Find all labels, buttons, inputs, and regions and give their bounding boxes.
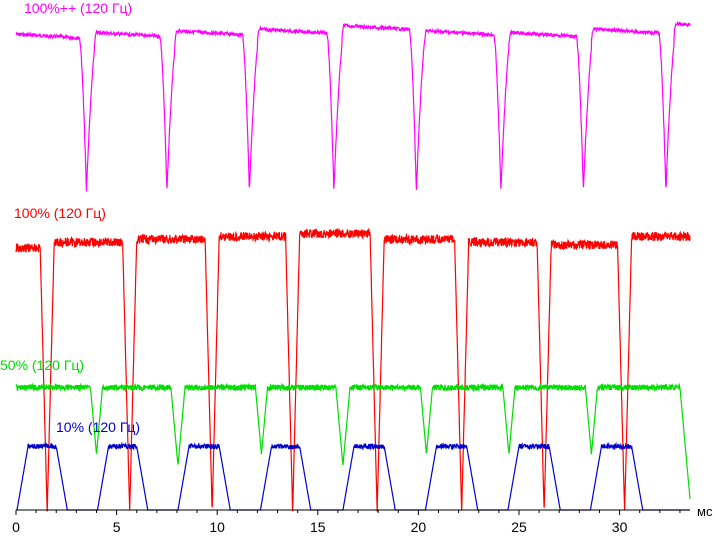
x-tick-label: 20	[411, 519, 427, 535]
series-trace-100	[15, 227, 691, 512]
series-label-3: 10% (120 Гц)	[56, 419, 140, 435]
series-label-1: 100% (120 Гц)	[14, 205, 106, 221]
x-tick-label: 10	[209, 519, 225, 535]
traces-layer	[15, 20, 691, 512]
x-tick-label: 25	[511, 519, 527, 535]
x-axis-ticks: 0 5 10 15 20 25 30	[12, 510, 681, 535]
x-axis-unit-label: мс	[697, 504, 713, 519]
x-tick-label: 30	[612, 519, 628, 535]
x-tick-label: 0	[12, 519, 20, 535]
x-tick-label: 15	[310, 519, 326, 535]
series-trace-10	[16, 441, 690, 511]
series-label-2: 50% (120 Гц)	[0, 357, 84, 373]
series-trace-50	[15, 382, 691, 499]
series-trace-100pp	[15, 20, 691, 192]
series-labels: 100%++ (120 Гц) 100% (120 Гц) 50% (120 Гц)…	[0, 0, 140, 435]
x-tick-label: 5	[113, 519, 121, 535]
series-label-0: 100%++ (120 Гц)	[24, 0, 132, 16]
x-axis: 0 5 10 15 20 25 30 мс	[12, 504, 713, 535]
